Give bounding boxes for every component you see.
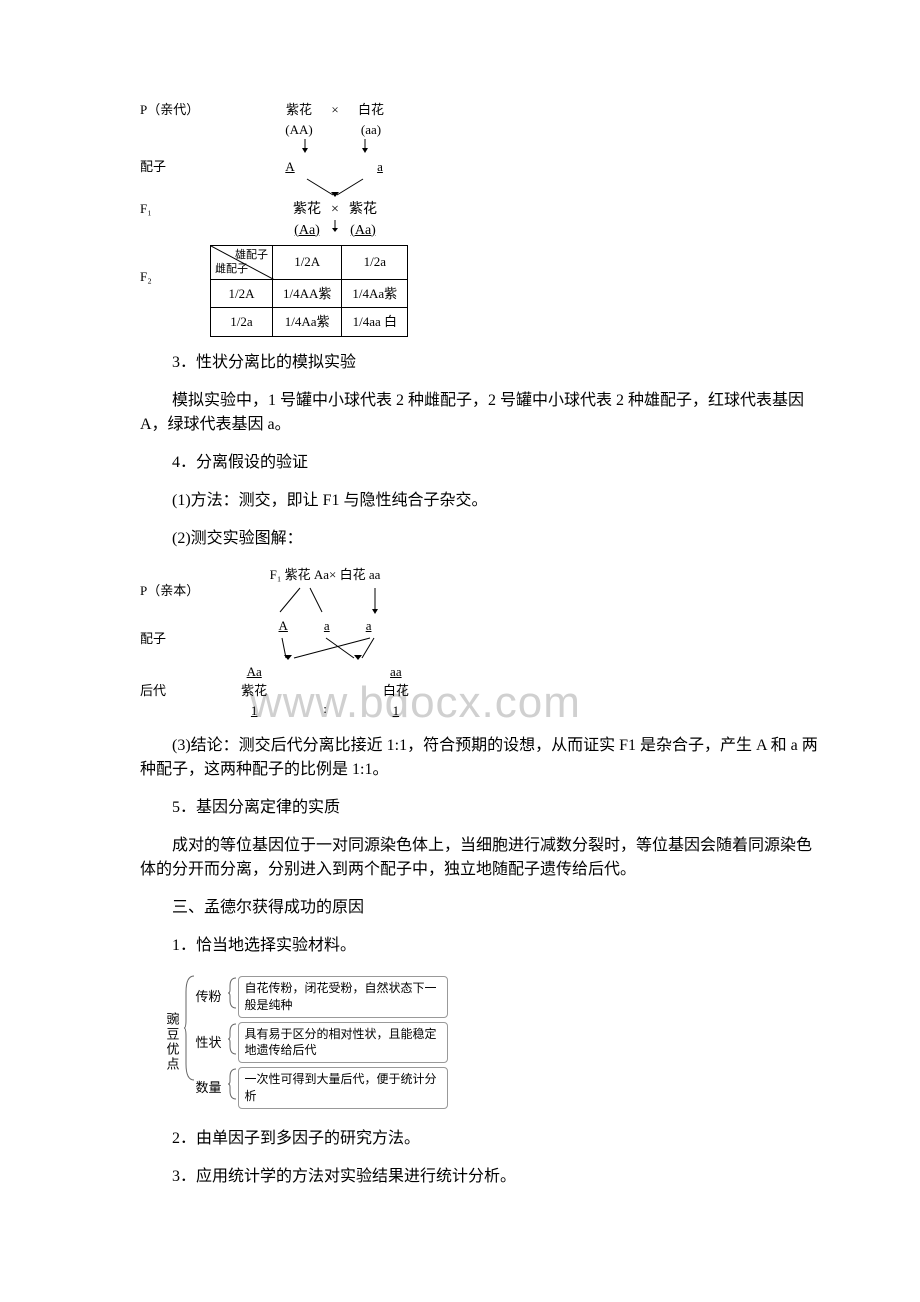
punnett-col1: 1/2A [273, 245, 342, 279]
diag-bot: 雌配子 [215, 261, 248, 278]
p1-geno: (AA) [279, 120, 319, 140]
testcross-diagram: P（亲本） F₁ 紫花 Aa× 白花 aa 配子 A a a [140, 565, 440, 721]
d2-o1-geno: Aa [241, 662, 267, 682]
d2-label-p: P（亲本） [140, 581, 210, 601]
gamete-a-upper: A [270, 157, 310, 177]
punnett-c21: 1/4Aa紫 [273, 308, 342, 337]
d3-k3: 数量 [196, 1078, 228, 1098]
page-content: P（亲代） 紫花 (AA) × 白花 (aa) [140, 100, 820, 1189]
f1-name: 紫花 [293, 199, 321, 220]
p2-name: 白花 [351, 100, 391, 120]
punnett-row1: 1/2A [211, 279, 273, 308]
punnett-col2: 1/2a [342, 245, 408, 279]
d3-root: 豌豆优点 [160, 972, 184, 1113]
arrow-f1-down [327, 220, 343, 234]
d2-o2-r: 1 [383, 701, 409, 721]
d3-sub-bracket-3 [228, 1067, 238, 1101]
d2-o1-r: 1 [241, 701, 267, 721]
d2-g3: a [366, 616, 372, 636]
cross-diagram: P（亲代） 紫花 (AA) × 白花 (aa) [140, 100, 460, 337]
punnett-c11: 1/4AA紫 [273, 279, 342, 308]
para-8: 3．应用统计学的方法对实验结果进行统计分析。 [140, 1165, 820, 1189]
p2-geno: (aa) [351, 120, 391, 140]
label-f2: F₂ [140, 267, 210, 287]
d2-o2-geno: aa [383, 662, 409, 682]
d3-v1: 自花传粉，闭花受粉，自然状态下一般是纯种 [238, 976, 448, 1018]
d2-label-gamete: 配子 [140, 629, 210, 649]
arrows-p-to-gamete [235, 139, 435, 155]
para-3b: 模拟实验中，1 号罐中小球代表 2 种雌配子，2 号罐中小球代表 2 种雄配子，… [140, 389, 820, 437]
d3-v2: 具有易于区分的相对性状，且能稳定地遗传给后代 [238, 1022, 448, 1064]
d2-g2: a [324, 616, 330, 636]
para-3: 3．性状分离比的模拟实验 [140, 351, 820, 375]
para-4c: (3)结论：测交后代分离比接近 1:1，符合预期的设想，从而证实 F1 是杂合子… [140, 734, 820, 782]
d2-o2-name: 白花 [383, 681, 409, 701]
d2-g1: A [279, 616, 288, 636]
para-4b: (2)测交实验图解： [140, 527, 820, 551]
para-4: 4．分离假设的验证 [140, 451, 820, 475]
d3-v3: 一次性可得到大量后代，便于统计分析 [238, 1067, 448, 1109]
para-7: 2．由单因子到多因子的研究方法。 [140, 1127, 820, 1151]
punnett-c12: 1/4Aa紫 [342, 279, 408, 308]
converge-lines [235, 177, 435, 197]
d3-k2: 性状 [196, 1033, 228, 1053]
punnett-c22: 1/4aa 白 [342, 308, 408, 337]
gamete-a-lower: a [360, 157, 400, 177]
f1b-geno: (Aa) [349, 220, 377, 241]
para-6: 1．恰当地选择实验材料。 [140, 934, 820, 958]
para-4a: (1)方法：测交，即让 F1 与隐性纯合子杂交。 [140, 489, 820, 513]
heading-3: 三、孟德尔获得成功的原因 [140, 896, 820, 920]
d3-sub-bracket-2 [228, 1022, 238, 1056]
d2-colon: : [323, 699, 327, 721]
label-gamete: 配子 [140, 157, 210, 177]
p1-name: 紫花 [279, 100, 319, 120]
d3-k1: 传粉 [196, 987, 228, 1007]
cross-symbol: × [325, 100, 345, 139]
d2-lines-top [210, 586, 440, 616]
cross-symbol-2: × [327, 199, 343, 220]
d2-top: F₁ 紫花 Aa× 白花 aa [210, 565, 440, 585]
d3-sub-bracket-1 [228, 976, 238, 1010]
d3-main-bracket [184, 972, 196, 1084]
label-p: P（亲代） [140, 100, 210, 120]
punnett-square: 雄配子 雌配子 1/2A 1/2a 1/2A 1/4AA紫 1/4Aa紫 1/2… [210, 245, 408, 337]
f1b-name: 紫花 [349, 199, 377, 220]
d2-lines-mid [210, 636, 440, 662]
bracket-diagram: 豌豆优点 传粉 自花传粉，闭花受粉，自然状态下一般是纯种 性状 具有易于区分的相… [160, 972, 820, 1113]
d2-o1-name: 紫花 [241, 681, 267, 701]
punnett-row2: 1/2a [211, 308, 273, 337]
para-5b: 成对的等位基因位于一对同源染色体上，当细胞进行减数分裂时，等位基因会随着同源染色… [140, 834, 820, 882]
f1-geno: (Aa) [293, 220, 321, 241]
para-5: 5．基因分离定律的实质 [140, 796, 820, 820]
d2-label-off: 后代 [140, 681, 210, 701]
label-f1: F₁ [140, 199, 210, 219]
